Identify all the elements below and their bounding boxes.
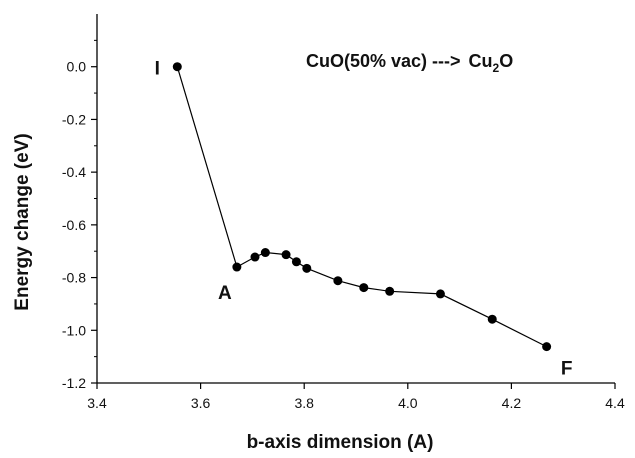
annotation-product-tail: O bbox=[499, 51, 513, 71]
y-tick-label: -0.4 bbox=[62, 164, 86, 180]
x-tick-label: 4.0 bbox=[398, 395, 418, 411]
reaction-annotation: CuO(50% vac) ---> Cu2O bbox=[306, 51, 513, 75]
data-point bbox=[281, 250, 291, 260]
data-point bbox=[542, 342, 552, 352]
data-point bbox=[232, 262, 242, 272]
point-label: F bbox=[561, 359, 573, 380]
ticks: 3.4 3.6 3.8 4.0 4.2 4.4 -1.2 -1.0 -0.8 -0.6 -0.4 -0… bbox=[62, 39, 625, 411]
annotation-product-subscript: 2 bbox=[493, 61, 500, 75]
data-point bbox=[250, 252, 260, 262]
series-line bbox=[176, 66, 547, 348]
data-point bbox=[385, 286, 395, 296]
x-tick-label: 3.4 bbox=[87, 395, 107, 411]
data-point bbox=[260, 248, 270, 258]
y-axis-title: Energy change (eV) bbox=[12, 133, 33, 310]
data-point bbox=[487, 314, 497, 324]
data-point bbox=[333, 276, 343, 286]
x-tick-label: 3.6 bbox=[191, 395, 211, 411]
y-tick-label: 0.0 bbox=[67, 59, 87, 75]
data-point bbox=[435, 289, 445, 299]
point-label: I bbox=[155, 59, 160, 80]
point-label: A bbox=[218, 283, 232, 304]
point-labels: I A F bbox=[155, 59, 573, 380]
x-axis-title: b-axis dimension (A) bbox=[247, 432, 434, 453]
annotation-product-base: Cu bbox=[469, 51, 493, 71]
annotation-arrow: ---> bbox=[432, 51, 461, 71]
data-point bbox=[291, 257, 301, 267]
y-tick-label: -1.0 bbox=[62, 322, 86, 338]
data-point bbox=[172, 62, 182, 72]
data-point bbox=[359, 283, 369, 293]
annotation-prefix: CuO(50% vac) bbox=[306, 51, 432, 71]
data-point bbox=[302, 263, 312, 273]
y-tick-label: -0.2 bbox=[62, 111, 86, 127]
y-tick-label: -1.2 bbox=[62, 375, 86, 391]
x-tick-label: 3.8 bbox=[294, 395, 314, 411]
y-tick-label: -0.8 bbox=[62, 270, 86, 286]
series bbox=[172, 62, 552, 352]
x-tick-label: 4.2 bbox=[502, 395, 522, 411]
x-tick-label: 4.4 bbox=[605, 395, 625, 411]
y-tick-label: -0.6 bbox=[62, 217, 86, 233]
